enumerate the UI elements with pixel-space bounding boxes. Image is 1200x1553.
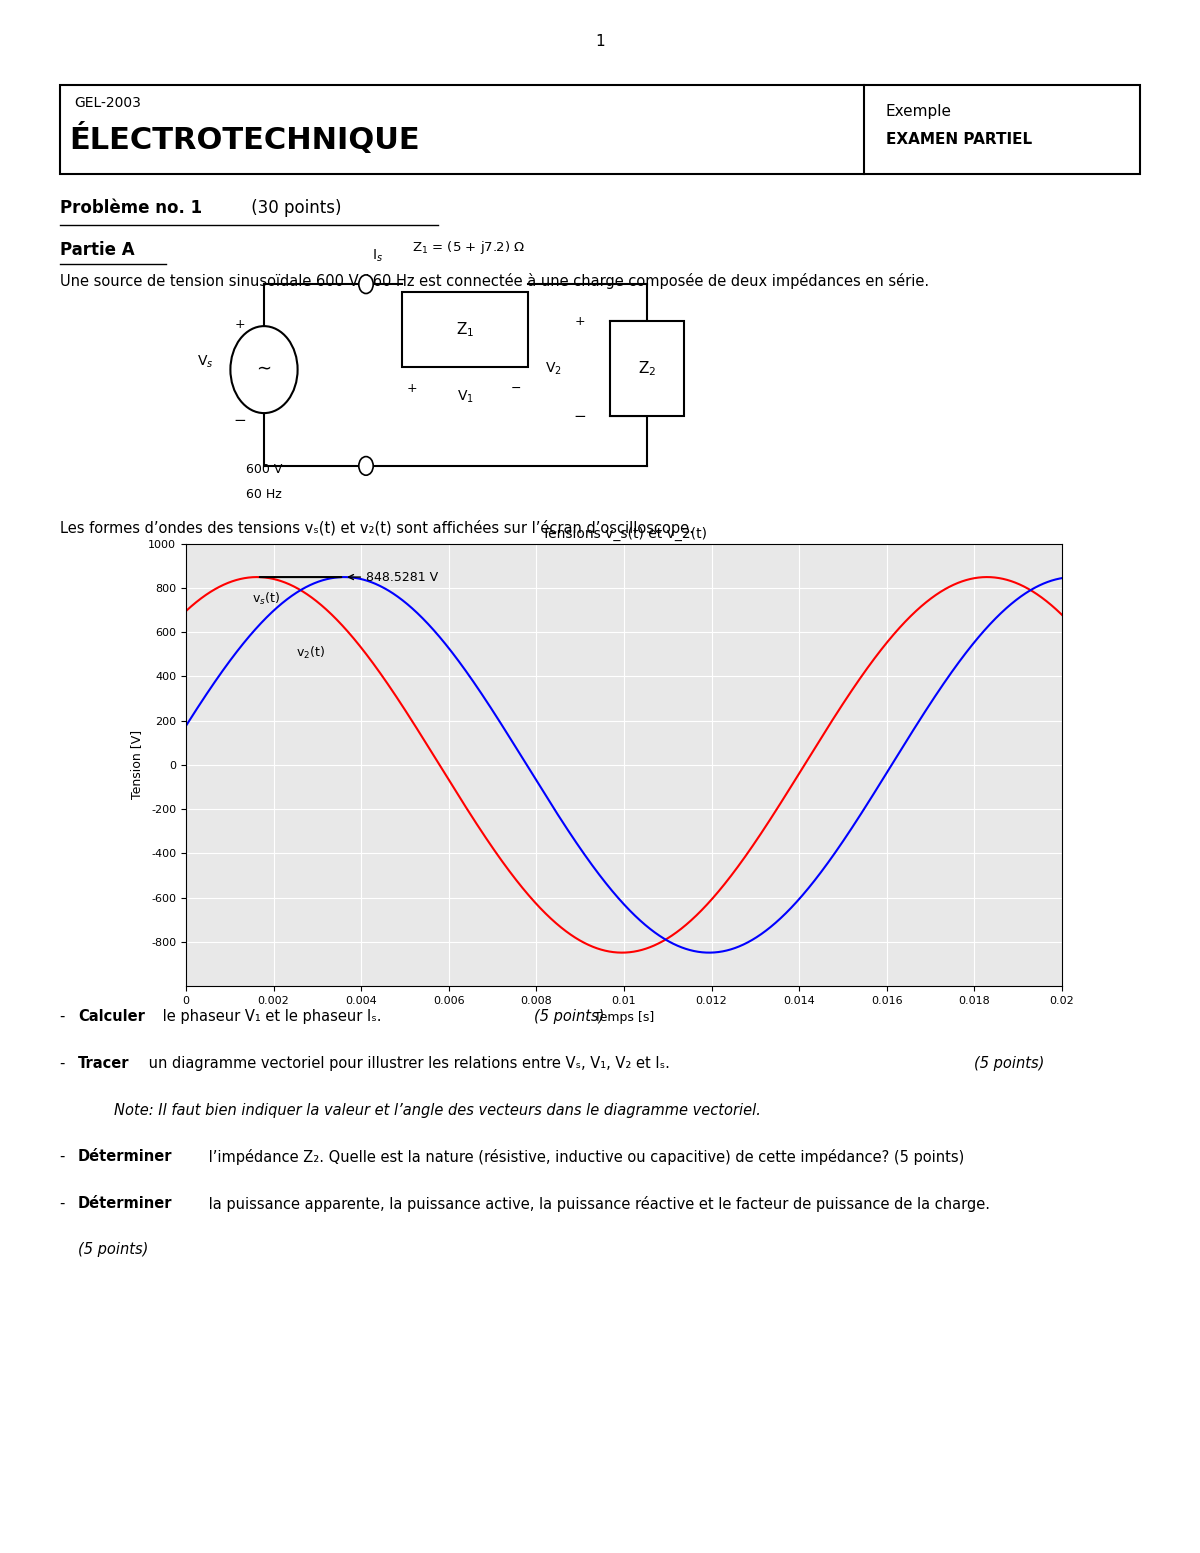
Title: Tensions v_s(t) et v_2(t): Tensions v_s(t) et v_2(t): [541, 526, 707, 540]
Text: V$_s$: V$_s$: [197, 354, 214, 370]
Text: v$_2$(t): v$_2$(t): [295, 644, 324, 660]
Text: −: −: [234, 413, 246, 429]
Text: V$_2$: V$_2$: [545, 360, 562, 377]
Text: 1: 1: [595, 34, 605, 50]
Text: la puissance apparente, la puissance active, la puissance réactive et le facteur: la puissance apparente, la puissance act…: [204, 1196, 990, 1211]
Text: 848.5281 V: 848.5281 V: [348, 570, 438, 584]
Text: 600 V: 600 V: [246, 463, 282, 475]
Text: Z$_1$ = (5 + j7.2) Ω: Z$_1$ = (5 + j7.2) Ω: [412, 239, 524, 256]
Text: -: -: [60, 1196, 70, 1211]
Text: (5 points): (5 points): [78, 1242, 149, 1258]
Text: (30 points): (30 points): [246, 199, 342, 217]
Y-axis label: Tension [V]: Tension [V]: [130, 730, 143, 800]
Text: −: −: [574, 408, 586, 424]
Text: I$_s$: I$_s$: [372, 247, 384, 264]
Circle shape: [359, 275, 373, 294]
Text: -: -: [60, 1149, 70, 1165]
Text: +: +: [575, 315, 584, 328]
Text: GEL-2003: GEL-2003: [74, 96, 142, 110]
Text: Une source de tension sinusoïdale 600 V / 60 Hz est connectée à une charge compo: Une source de tension sinusoïdale 600 V …: [60, 273, 929, 289]
Text: Problème no. 1: Problème no. 1: [60, 199, 202, 217]
Text: un diagramme vectoriel pour illustrer les relations entre Vₛ, V₁, V₂ et Iₛ.: un diagramme vectoriel pour illustrer le…: [144, 1056, 674, 1072]
Text: +: +: [407, 382, 416, 394]
Text: Note: Il faut bien indiquer la valeur et l’angle des vecteurs dans le diagramme : Note: Il faut bien indiquer la valeur et…: [114, 1103, 761, 1118]
Text: (5 points): (5 points): [534, 1009, 605, 1025]
Text: −: −: [511, 382, 521, 394]
Text: Tracer: Tracer: [78, 1056, 130, 1072]
Text: (5 points): (5 points): [974, 1056, 1045, 1072]
Text: l’impédance Z₂. Quelle est la nature (résistive, inductive ou capacitive) de cet: l’impédance Z₂. Quelle est la nature (ré…: [204, 1149, 965, 1165]
Text: Calculer: Calculer: [78, 1009, 145, 1025]
X-axis label: Temps [s]: Temps [s]: [594, 1011, 654, 1025]
Text: Déterminer: Déterminer: [78, 1149, 173, 1165]
Text: ÉLECTROTECHNIQUE: ÉLECTROTECHNIQUE: [70, 123, 420, 155]
Text: Déterminer: Déterminer: [78, 1196, 173, 1211]
Text: Les formes d’ondes des tensions vₛ(t) et v₂(t) sont affichées sur l’écran d’osci: Les formes d’ondes des tensions vₛ(t) et…: [60, 520, 694, 536]
Text: Exemple: Exemple: [886, 104, 952, 120]
Text: -: -: [60, 1009, 70, 1025]
Bar: [60, 85, 1140, 174]
Text: Partie A: Partie A: [60, 241, 134, 259]
Text: EXAMEN PARTIEL: EXAMEN PARTIEL: [886, 132, 1032, 148]
Text: Z$_2$: Z$_2$: [637, 359, 656, 379]
Text: V$_1$: V$_1$: [456, 388, 474, 405]
Bar: [402, 292, 528, 367]
Text: le phaseur V₁ et le phaseur Iₛ.: le phaseur V₁ et le phaseur Iₛ.: [158, 1009, 386, 1025]
Circle shape: [359, 457, 373, 475]
Text: v$_s$(t): v$_s$(t): [252, 592, 280, 607]
Text: 60 Hz: 60 Hz: [246, 488, 282, 500]
Text: ∼: ∼: [257, 360, 271, 379]
Text: -: -: [60, 1056, 70, 1072]
Bar: [610, 321, 684, 416]
Text: +: +: [235, 318, 245, 331]
Text: Z$_1$: Z$_1$: [456, 320, 474, 339]
Circle shape: [230, 326, 298, 413]
